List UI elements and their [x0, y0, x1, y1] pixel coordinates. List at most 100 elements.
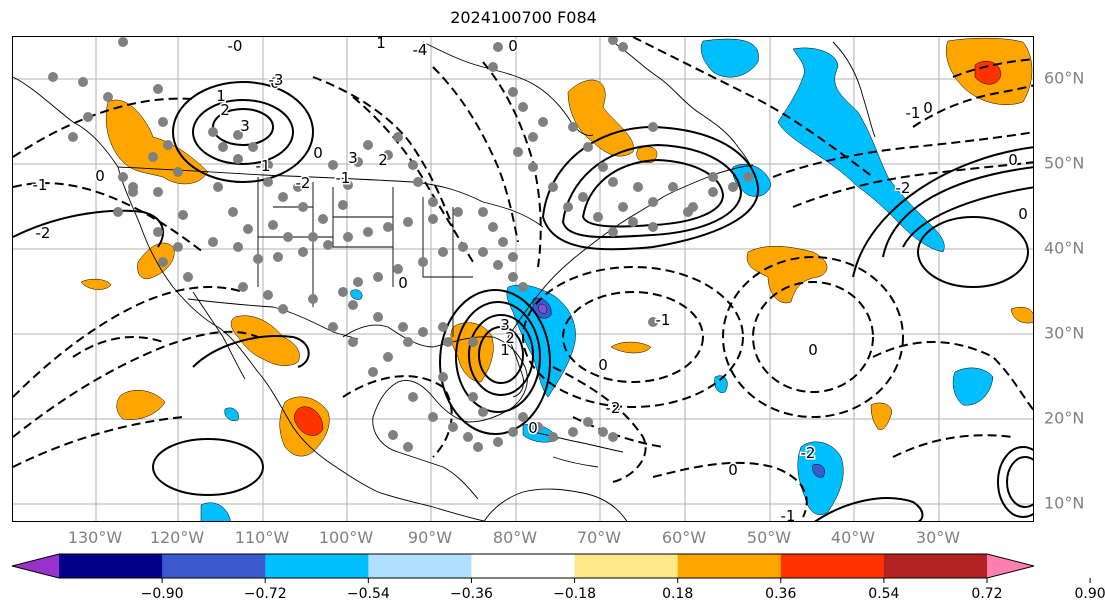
- station-marker: [418, 257, 428, 267]
- station-marker: [618, 202, 628, 212]
- contour-dash-5: [432, 66, 519, 243]
- contour-label: -2: [896, 179, 911, 197]
- station-marker: [493, 42, 503, 52]
- station-marker: [268, 220, 278, 230]
- coastlines: [13, 41, 876, 521]
- longitude-label: 110°W: [234, 528, 290, 547]
- contour-label: 1: [376, 37, 386, 52]
- station-marker: [498, 237, 508, 247]
- colorbar-tick-label: −0.54: [346, 586, 390, 602]
- longitude-label: 100°W: [318, 528, 374, 547]
- contour-high-atl-2: [852, 146, 1033, 278]
- station-marker: [298, 247, 308, 257]
- contour-label: 2: [505, 329, 515, 347]
- station-marker: [293, 182, 303, 192]
- station-marker: [448, 422, 458, 432]
- border-us-mexico: [187, 298, 359, 340]
- contour-dash-20: [552, 366, 647, 483]
- contour-dash-13: [522, 266, 744, 408]
- longitude-label: 40°W: [830, 528, 876, 547]
- contour-low-gulf-3: [455, 301, 541, 413]
- station-marker: [513, 147, 523, 157]
- station-marker: [248, 142, 258, 152]
- station-marker: [213, 182, 223, 192]
- contour-high-atl-3: [902, 186, 1033, 248]
- shade-purple-east-coast: [538, 303, 548, 314]
- contour-low-nw-2: [192, 99, 294, 165]
- contour-label: 0: [313, 144, 323, 162]
- contour-dash-18: [13, 416, 184, 468]
- contours-dashed: [13, 37, 1033, 518]
- station-marker: [338, 200, 348, 210]
- station-marker: [393, 264, 403, 274]
- longitude-label: 80°W: [492, 528, 538, 547]
- station-marker: [348, 337, 358, 347]
- station-marker: [233, 242, 243, 252]
- station-marker: [148, 152, 158, 162]
- station-marker: [743, 172, 753, 182]
- contour-label: 0: [1018, 205, 1028, 223]
- longitude-label: 30°W: [915, 528, 961, 547]
- shade-orange-east-atl-small: [870, 402, 893, 430]
- station-marker: [648, 317, 658, 327]
- chart-title: 2024100700 F084: [450, 8, 597, 27]
- longitude-label: 70°W: [576, 528, 622, 547]
- station-marker: [493, 437, 503, 447]
- station-marker: [468, 337, 478, 347]
- station-marker: [173, 167, 183, 177]
- contour-high-ne-2: [561, 143, 743, 239]
- contour-dash-15: [752, 281, 874, 393]
- colorbar-bin: [574, 554, 679, 578]
- shade-orange-ne-canada: [567, 79, 634, 157]
- station-marker: [438, 372, 448, 382]
- coast-canada-east: [612, 41, 759, 186]
- contour-label: 0: [728, 461, 738, 479]
- coast-south-america: [483, 488, 628, 521]
- contour-label: -4: [413, 41, 428, 59]
- station-marker: [308, 294, 318, 304]
- contour-label: -2: [801, 444, 816, 462]
- station-marker: [453, 207, 463, 217]
- contour-label: -1: [33, 176, 48, 194]
- station-marker: [243, 224, 253, 234]
- contour-dash-25: [72, 336, 164, 358]
- station-marker: [538, 117, 548, 127]
- station-marker: [208, 127, 218, 137]
- contour-zero-south: [814, 497, 924, 521]
- contour-label: -3: [269, 71, 284, 89]
- contour-dash-23: [872, 341, 1033, 412]
- shade-orange-pacific-small: [80, 278, 112, 290]
- shade-cyan-gulf-small: [350, 289, 363, 300]
- station-marker: [728, 182, 738, 192]
- contour-zero-pacific: [13, 209, 164, 248]
- latitude-label: 60°N: [1044, 68, 1085, 88]
- longitude-label: 130°W: [67, 528, 123, 547]
- shade-cyan-labrador: [700, 38, 759, 78]
- shade-cyan-mexico-w: [224, 407, 239, 421]
- station-marker: [153, 227, 163, 237]
- station-marker: [648, 197, 658, 207]
- station-marker: [128, 182, 138, 192]
- station-marker: [363, 227, 373, 237]
- contour-dash-4: [352, 96, 474, 263]
- station-marker: [583, 417, 593, 427]
- station-marker: [153, 187, 163, 197]
- station-marker: [328, 160, 338, 170]
- station-marker: [708, 187, 718, 197]
- station-marker: [518, 102, 528, 112]
- contour-zero-mexico: [192, 335, 310, 368]
- station-marker: [683, 207, 693, 217]
- station-marker: [428, 197, 438, 207]
- colorbar-tick-label: 0.18: [662, 586, 694, 602]
- station-marker: [518, 282, 528, 292]
- station-marker: [628, 217, 638, 227]
- contour-label: 0: [95, 167, 105, 185]
- colorbar: [11, 553, 1091, 583]
- station-marker: [508, 252, 518, 262]
- station-marker: [173, 242, 183, 252]
- station-marker: [408, 392, 418, 402]
- station-marker: [68, 132, 78, 142]
- shade-orange-mexico: [230, 315, 300, 366]
- station-marker: [163, 140, 173, 150]
